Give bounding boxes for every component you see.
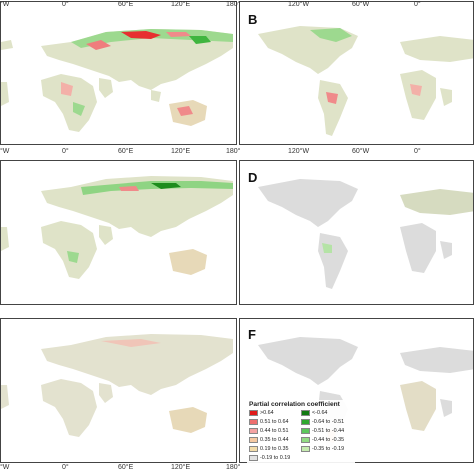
tick-label: 120°E bbox=[171, 148, 191, 155]
tick-label: 180° bbox=[226, 464, 241, 471]
tick-label: 60°W bbox=[352, 1, 370, 8]
tick-label: °W bbox=[0, 464, 10, 471]
americas-map-d bbox=[258, 179, 473, 289]
legend-item-neutral: -0.19 to 0.19 bbox=[249, 455, 290, 463]
legend-label: -0.51 to -0.44 bbox=[312, 428, 345, 434]
legend-swatch bbox=[301, 446, 310, 452]
map-panel-b bbox=[239, 1, 474, 145]
legend-label: 0.44 to 0.51 bbox=[260, 428, 289, 434]
americas-map-b bbox=[258, 26, 473, 136]
legend-item-positive: 0.35 to 0.44 bbox=[249, 437, 288, 445]
legend-label: 0.19 to 0.35 bbox=[260, 446, 289, 452]
tick-label: 180° bbox=[226, 148, 241, 155]
tick-label: 60°E bbox=[118, 464, 134, 471]
tick-label: 120°E bbox=[171, 464, 191, 471]
tick-label: 60°E bbox=[118, 1, 134, 8]
tick-label: °W bbox=[0, 148, 10, 155]
legend-swatch bbox=[301, 410, 310, 416]
legend-item-negative: -0.64 to -0.51 bbox=[301, 419, 344, 427]
panel-label-d: D bbox=[248, 170, 258, 185]
world-map-a bbox=[1, 29, 233, 132]
tick-label: 0° bbox=[414, 1, 421, 8]
tick-label: 0° bbox=[62, 148, 69, 155]
legend-label: 0.51 to 0.64 bbox=[260, 419, 289, 425]
legend-label: >0.64 bbox=[260, 410, 274, 416]
legend-item-positive: 0.51 to 0.64 bbox=[249, 419, 288, 427]
legend-swatch bbox=[249, 437, 258, 443]
legend-swatch bbox=[249, 419, 258, 425]
legend-swatch bbox=[249, 455, 258, 461]
tick-label: 60°E bbox=[118, 148, 134, 155]
map-panel-e bbox=[0, 318, 237, 463]
legend-item-positive: 0.44 to 0.51 bbox=[249, 428, 288, 436]
tick-label: °W bbox=[0, 1, 10, 8]
tick-label: 0° bbox=[414, 148, 421, 155]
legend-item-negative: -0.35 to -0.19 bbox=[301, 446, 344, 454]
tick-label: 180° bbox=[226, 1, 241, 8]
legend-swatch bbox=[249, 446, 258, 452]
legend-label: <-0.64 bbox=[312, 410, 328, 416]
legend-swatch bbox=[301, 428, 310, 434]
map-panel-d bbox=[239, 160, 474, 305]
legend-label: -0.35 to -0.19 bbox=[312, 446, 345, 452]
world-map-e bbox=[1, 334, 233, 437]
legend-item-negative: -0.51 to -0.44 bbox=[301, 428, 344, 436]
legend-item-positive: >0.64 bbox=[249, 410, 274, 418]
world-map-c bbox=[1, 176, 233, 279]
legend-label: -0.44 to -0.35 bbox=[312, 437, 345, 443]
legend-label: 0.35 to 0.44 bbox=[260, 437, 289, 443]
tick-label: 0° bbox=[62, 1, 69, 8]
legend-swatch bbox=[301, 437, 310, 443]
legend-swatch bbox=[301, 419, 310, 425]
panel-label-b: B bbox=[248, 12, 258, 27]
tick-label: 0° bbox=[62, 464, 69, 471]
legend-item-negative: -0.44 to -0.35 bbox=[301, 437, 344, 445]
legend-swatch bbox=[249, 428, 258, 434]
legend-item-positive: 0.19 to 0.35 bbox=[249, 446, 288, 454]
map-panel-a bbox=[0, 1, 237, 145]
legend-label: -0.19 to 0.19 bbox=[260, 455, 291, 461]
tick-label: 60°W bbox=[352, 148, 370, 155]
legend-swatch bbox=[249, 410, 258, 416]
legend: Partial correlation coefficient >0.64 0.… bbox=[247, 400, 355, 472]
panel-label-f: F bbox=[248, 327, 256, 342]
legend-title: Partial correlation coefficient bbox=[249, 401, 340, 408]
legend-label: -0.64 to -0.51 bbox=[312, 419, 345, 425]
tick-label: 120°W bbox=[288, 148, 310, 155]
tick-label: 120°E bbox=[171, 1, 191, 8]
legend-item-negative: <-0.64 bbox=[301, 410, 327, 418]
map-panel-c bbox=[0, 160, 237, 305]
tick-label: 120°W bbox=[288, 1, 310, 8]
